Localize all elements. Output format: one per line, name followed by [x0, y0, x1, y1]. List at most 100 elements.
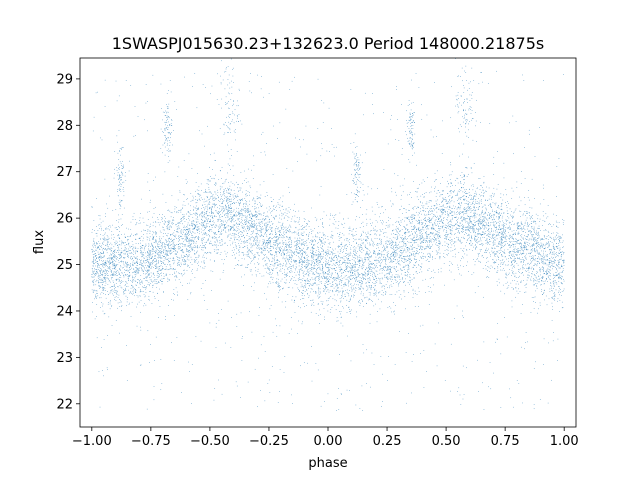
data-point	[468, 219, 470, 221]
data-point	[465, 189, 467, 190]
data-point	[528, 190, 529, 191]
data-point	[244, 220, 245, 221]
data-point	[513, 249, 514, 251]
data-point	[427, 177, 428, 178]
data-point	[428, 217, 430, 218]
data-point	[316, 269, 317, 270]
data-point	[429, 246, 431, 248]
data-point	[481, 219, 483, 221]
data-point	[554, 253, 556, 254]
data-point	[383, 212, 384, 214]
data-point	[331, 259, 333, 261]
data-point	[332, 284, 333, 285]
data-point	[105, 245, 106, 246]
data-point	[204, 242, 206, 243]
data-point	[132, 258, 133, 259]
data-point	[554, 298, 555, 300]
data-point	[500, 262, 502, 264]
data-point	[339, 234, 340, 235]
data-point	[274, 255, 275, 257]
data-point	[436, 207, 437, 209]
data-point	[251, 274, 253, 276]
data-point	[102, 261, 104, 263]
data-point	[499, 216, 500, 218]
data-point	[101, 282, 102, 283]
data-point	[392, 266, 394, 268]
data-point	[132, 287, 134, 289]
data-point	[353, 259, 355, 261]
data-point	[277, 202, 279, 203]
data-point	[316, 284, 318, 286]
data-point	[265, 226, 267, 228]
data-point	[289, 229, 290, 231]
data-point	[494, 242, 496, 244]
data-point	[432, 227, 434, 229]
data-point	[548, 243, 550, 245]
data-point	[470, 203, 472, 205]
data-point	[481, 231, 483, 233]
data-point	[429, 241, 430, 242]
data-point	[265, 263, 267, 265]
data-point	[261, 252, 263, 254]
data-point	[125, 274, 127, 276]
data-point	[244, 215, 246, 217]
data-point	[427, 219, 429, 220]
data-point	[398, 283, 399, 285]
data-point	[313, 254, 315, 255]
data-point	[272, 223, 274, 224]
data-point	[518, 233, 519, 235]
data-point	[223, 191, 224, 193]
data-point	[360, 245, 362, 246]
data-point	[198, 255, 200, 257]
data-point	[451, 190, 452, 191]
data-point	[432, 250, 433, 252]
data-point	[419, 268, 421, 270]
data-point	[238, 264, 240, 266]
data-point	[245, 206, 246, 207]
data-point	[314, 277, 316, 279]
data-point	[442, 191, 444, 192]
data-point	[312, 299, 314, 301]
data-point	[399, 241, 400, 243]
data-point	[289, 243, 290, 245]
data-point	[295, 226, 297, 228]
data-point	[202, 226, 204, 228]
data-point	[118, 244, 120, 245]
data-point	[439, 236, 440, 237]
data-point	[291, 277, 293, 279]
data-point	[379, 250, 380, 251]
data-point	[422, 242, 424, 243]
data-point	[236, 215, 238, 216]
data-point	[183, 232, 184, 234]
data-point	[520, 250, 521, 252]
data-point	[409, 231, 410, 233]
data-point	[440, 211, 442, 213]
data-point	[422, 179, 424, 181]
data-point	[355, 280, 357, 281]
data-point	[538, 261, 539, 263]
data-point	[398, 276, 400, 277]
data-point	[119, 280, 120, 282]
data-point	[488, 198, 490, 200]
data-point	[324, 241, 326, 243]
data-point	[247, 222, 249, 224]
data-point	[284, 271, 285, 273]
data-point	[466, 249, 468, 251]
data-point	[178, 264, 180, 266]
data-point	[288, 245, 289, 246]
data-point	[190, 251, 192, 253]
data-point	[237, 264, 238, 265]
data-point	[521, 224, 523, 225]
data-point	[423, 196, 425, 197]
data-point	[409, 261, 411, 262]
data-point	[318, 259, 320, 261]
data-point	[148, 246, 149, 247]
data-point	[278, 248, 280, 249]
data-point	[500, 239, 502, 241]
data-point	[367, 248, 369, 250]
data-point	[274, 209, 275, 210]
data-point	[414, 217, 415, 218]
data-point	[97, 272, 98, 273]
data-point	[553, 237, 554, 239]
data-point	[556, 222, 558, 223]
